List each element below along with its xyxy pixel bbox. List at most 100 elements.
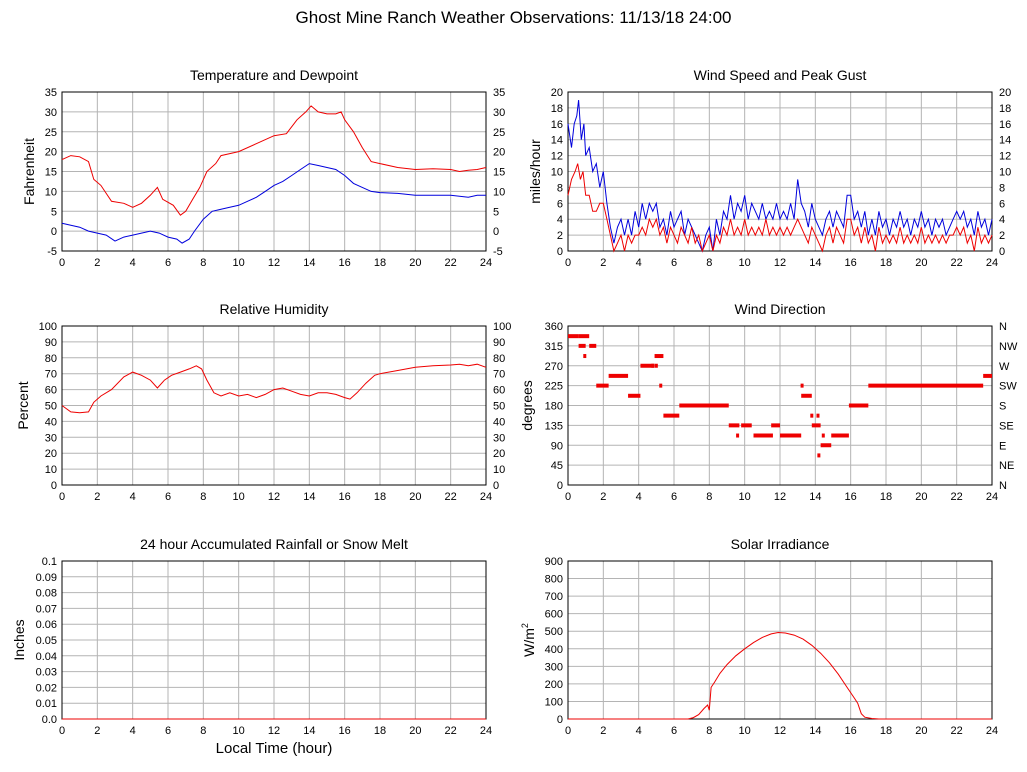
y-tick-label: 0.0 bbox=[42, 714, 57, 726]
direction-point bbox=[583, 354, 587, 359]
y-tick-label: 0.06 bbox=[36, 619, 57, 631]
x-tick-label: 20 bbox=[409, 257, 421, 269]
y-tick-label: 0 bbox=[557, 246, 563, 258]
x-tick-label: 2 bbox=[600, 257, 606, 269]
x-tick-label: 24 bbox=[986, 725, 998, 737]
x-tick-label: 22 bbox=[951, 257, 963, 269]
page-title: Ghost Mine Ranch Weather Observations: 1… bbox=[295, 8, 732, 27]
y-tick-label-right: 20 bbox=[493, 448, 505, 460]
y-tick-label: 800 bbox=[545, 574, 563, 586]
direction-point bbox=[800, 383, 804, 388]
y-axis-label: degrees bbox=[519, 380, 535, 431]
y-tick-label: 300 bbox=[545, 661, 563, 673]
x-tick-label: 0 bbox=[565, 257, 571, 269]
x-tick-label: 8 bbox=[200, 257, 206, 269]
chart-title: Temperature and Dewpoint bbox=[190, 67, 358, 83]
y-tick-label: 10 bbox=[551, 167, 563, 179]
y-tick-label: 10 bbox=[45, 186, 57, 198]
y-tick-label-right: 30 bbox=[493, 432, 505, 444]
series-line-red bbox=[567, 163, 993, 253]
x-tick-label: 14 bbox=[809, 491, 821, 503]
y-tick-label-right: 40 bbox=[493, 416, 505, 428]
x-tick-label: 22 bbox=[445, 725, 457, 737]
y-tick-label: 90 bbox=[551, 440, 563, 452]
y-tick-label: 80 bbox=[45, 353, 57, 365]
y-tick-label: 2 bbox=[557, 230, 563, 242]
y-tick-label-right: 10 bbox=[999, 167, 1011, 179]
x-tick-label: 18 bbox=[880, 491, 892, 503]
y-tick-label-right: 5 bbox=[493, 206, 499, 218]
y-axis-label-text: Percent bbox=[15, 381, 31, 429]
y-tick-label: 70 bbox=[45, 369, 57, 381]
y-tick-label: 45 bbox=[551, 460, 563, 472]
y-tick-label: 30 bbox=[45, 432, 57, 444]
chart-title: Relative Humidity bbox=[220, 301, 329, 317]
x-tick-label: 10 bbox=[233, 257, 245, 269]
y-tick-label: 0 bbox=[557, 480, 563, 492]
y-tick-label: 50 bbox=[45, 401, 57, 413]
y-axis-label: W/m2 bbox=[520, 623, 537, 657]
x-tick-label: 10 bbox=[739, 725, 751, 737]
y-axis-label-text: Fahrenheit bbox=[21, 138, 37, 205]
y-tick-label: 360 bbox=[545, 321, 563, 333]
y-tick-label: 8 bbox=[557, 182, 563, 194]
x-tick-label: 20 bbox=[409, 491, 421, 503]
y-tick-label-right: 2 bbox=[999, 230, 1005, 242]
y-tick-label-right: 60 bbox=[493, 385, 505, 397]
y-tick-label-right: N bbox=[999, 480, 1007, 492]
y-tick-label: 6 bbox=[557, 198, 563, 210]
x-tick-label: 22 bbox=[951, 491, 963, 503]
y-tick-label: 0 bbox=[51, 226, 57, 238]
y-tick-label: 0.01 bbox=[36, 698, 57, 710]
y-axis-label-text: degrees bbox=[519, 380, 535, 431]
y-tick-label-right: N bbox=[999, 321, 1007, 333]
x-tick-label: 24 bbox=[480, 257, 492, 269]
y-tick-label: 18 bbox=[551, 103, 563, 115]
x-tick-label: 10 bbox=[233, 491, 245, 503]
y-tick-label-right: 6 bbox=[999, 198, 1005, 210]
x-tick-label: 12 bbox=[774, 257, 786, 269]
x-tick-label: 4 bbox=[130, 725, 136, 737]
y-tick-label: 900 bbox=[545, 556, 563, 568]
x-tick-label: 0 bbox=[59, 257, 65, 269]
x-tick-label: 6 bbox=[671, 491, 677, 503]
y-tick-label-right: 30 bbox=[493, 107, 505, 119]
y-tick-label-right: NE bbox=[999, 460, 1014, 472]
y-tick-label: 0.07 bbox=[36, 603, 57, 615]
y-tick-label-right: 18 bbox=[999, 103, 1011, 115]
y-tick-label: 35 bbox=[45, 87, 57, 99]
direction-point bbox=[736, 433, 740, 438]
x-tick-label: 0 bbox=[59, 725, 65, 737]
x-tick-label: 14 bbox=[303, 725, 315, 737]
x-tick-label: 2 bbox=[94, 491, 100, 503]
y-tick-label-right: 70 bbox=[493, 369, 505, 381]
chart-title: Wind Speed and Peak Gust bbox=[694, 67, 867, 83]
x-tick-label: 10 bbox=[739, 257, 751, 269]
y-tick-label: 0 bbox=[557, 714, 563, 726]
y-tick-label-right: W bbox=[999, 361, 1010, 373]
x-axis-label: Local Time (hour) bbox=[216, 740, 333, 757]
x-tick-label: 2 bbox=[600, 725, 606, 737]
x-tick-label: 22 bbox=[951, 725, 963, 737]
y-tick-label-right: 20 bbox=[493, 147, 505, 159]
x-tick-label: 4 bbox=[636, 491, 642, 503]
y-tick-label-right: 8 bbox=[999, 182, 1005, 194]
direction-point bbox=[810, 413, 814, 418]
x-tick-label: 0 bbox=[59, 491, 65, 503]
series-line-red bbox=[568, 631, 992, 720]
x-tick-label: 24 bbox=[480, 491, 492, 503]
y-tick-label: 500 bbox=[545, 626, 563, 638]
y-tick-label: 600 bbox=[545, 609, 563, 621]
x-tick-label: 8 bbox=[706, 491, 712, 503]
x-tick-label: 16 bbox=[845, 725, 857, 737]
y-tick-label-right: 50 bbox=[493, 401, 505, 413]
direction-point bbox=[817, 453, 821, 458]
y-tick-label: 60 bbox=[45, 385, 57, 397]
series-line-red bbox=[61, 105, 487, 216]
y-tick-label-right: 0 bbox=[493, 480, 499, 492]
y-tick-label: 16 bbox=[551, 119, 563, 131]
